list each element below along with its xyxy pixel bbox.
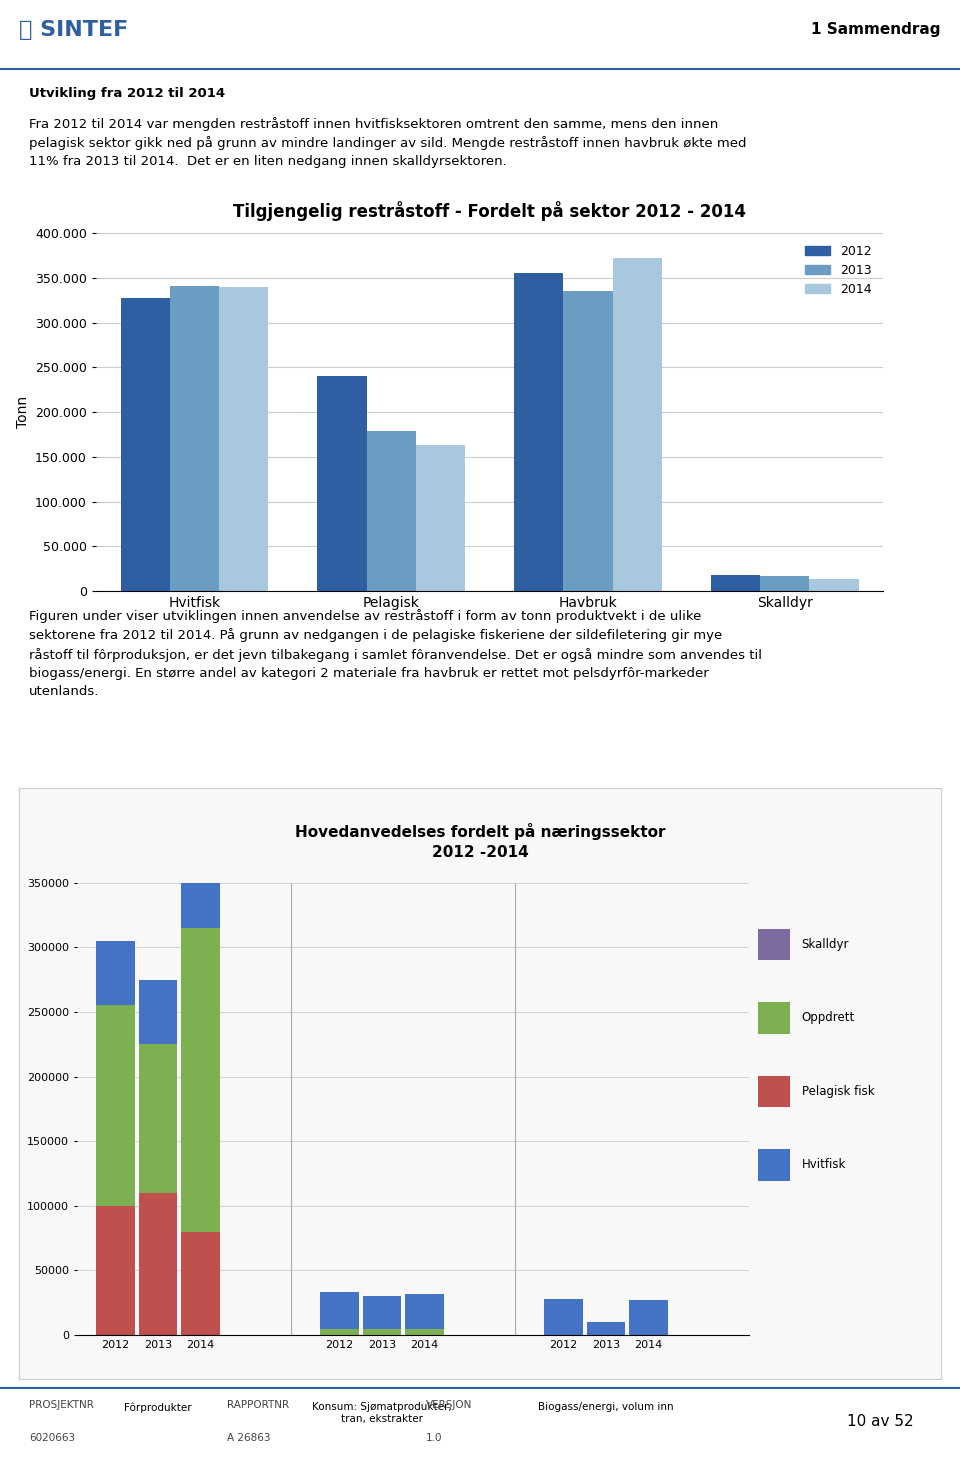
Text: 1 Sammendrag: 1 Sammendrag xyxy=(811,22,941,36)
Text: Biogass/energi, volum inn: Biogass/energi, volum inn xyxy=(539,1402,674,1412)
Bar xyxy=(181,864,220,928)
Bar xyxy=(711,575,760,591)
Text: 6020663: 6020663 xyxy=(29,1433,75,1443)
Text: PROSJEKTNR: PROSJEKTNR xyxy=(29,1399,94,1409)
Text: Utvikling fra 2012 til 2014: Utvikling fra 2012 til 2014 xyxy=(29,88,225,99)
Text: Konsum: Sjømatprodukter,
tran, ekstrakter: Konsum: Sjømatprodukter, tran, ekstrakte… xyxy=(312,1402,452,1424)
Bar xyxy=(219,287,268,591)
Text: Skalldyr: Skalldyr xyxy=(802,938,849,951)
Text: Figuren under viser utviklingen innen anvendelse av restråstoff i form av tonn p: Figuren under viser utviklingen innen an… xyxy=(29,608,762,697)
Text: Fôrprodukter: Fôrprodukter xyxy=(124,1402,192,1412)
Y-axis label: Tonn: Tonn xyxy=(15,395,30,429)
Bar xyxy=(564,290,612,591)
Bar xyxy=(96,941,134,1005)
Bar xyxy=(758,928,789,960)
Bar xyxy=(612,258,661,591)
Text: A 26863: A 26863 xyxy=(228,1433,271,1443)
Text: RAPPORTNR: RAPPORTNR xyxy=(228,1399,290,1409)
Bar xyxy=(363,1329,401,1335)
Bar xyxy=(758,1075,789,1107)
Bar xyxy=(515,273,564,591)
Text: Hvitfisk: Hvitfisk xyxy=(802,1158,846,1172)
Title: Tilgjengelig restråstoff - Fordelt på sektor 2012 - 2014: Tilgjengelig restråstoff - Fordelt på se… xyxy=(233,201,746,220)
Bar xyxy=(318,376,367,591)
Bar xyxy=(405,1329,444,1335)
Bar xyxy=(405,1294,444,1329)
Text: Hovedanvedelses fordelt på næringssektor
2012 -2014: Hovedanvedelses fordelt på næringssektor… xyxy=(295,823,665,861)
Text: 1.0: 1.0 xyxy=(426,1433,443,1443)
Text: Pelagisk fisk: Pelagisk fisk xyxy=(802,1085,875,1097)
Bar xyxy=(809,579,858,591)
Bar xyxy=(139,1045,177,1193)
Bar xyxy=(96,1205,134,1335)
Bar xyxy=(629,1300,667,1335)
Text: Oppdrett: Oppdrett xyxy=(802,1011,854,1024)
Bar xyxy=(587,1322,625,1335)
Text: Fra 2012 til 2014 var mengden restråstoff innen hvitfisksektoren omtrent den sam: Fra 2012 til 2014 var mengden restråstof… xyxy=(29,117,746,168)
Bar xyxy=(170,286,219,591)
Bar xyxy=(321,1293,358,1329)
Bar xyxy=(544,1299,583,1335)
Text: VERSJON: VERSJON xyxy=(426,1399,472,1409)
Legend: 2012, 2013, 2014: 2012, 2013, 2014 xyxy=(801,239,876,301)
Bar xyxy=(758,1150,789,1180)
Bar xyxy=(139,1193,177,1335)
Bar xyxy=(181,928,220,1231)
Bar xyxy=(363,1296,401,1329)
Bar xyxy=(760,576,809,591)
Bar xyxy=(96,1005,134,1205)
Bar xyxy=(367,430,416,591)
Bar xyxy=(139,979,177,1045)
Bar xyxy=(181,1231,220,1335)
Text: Ⓢ SINTEF: Ⓢ SINTEF xyxy=(19,19,129,39)
Bar xyxy=(121,298,170,591)
Bar xyxy=(416,445,465,591)
Bar xyxy=(758,1002,789,1033)
Text: 10 av 52: 10 av 52 xyxy=(847,1414,913,1428)
Bar xyxy=(321,1329,358,1335)
